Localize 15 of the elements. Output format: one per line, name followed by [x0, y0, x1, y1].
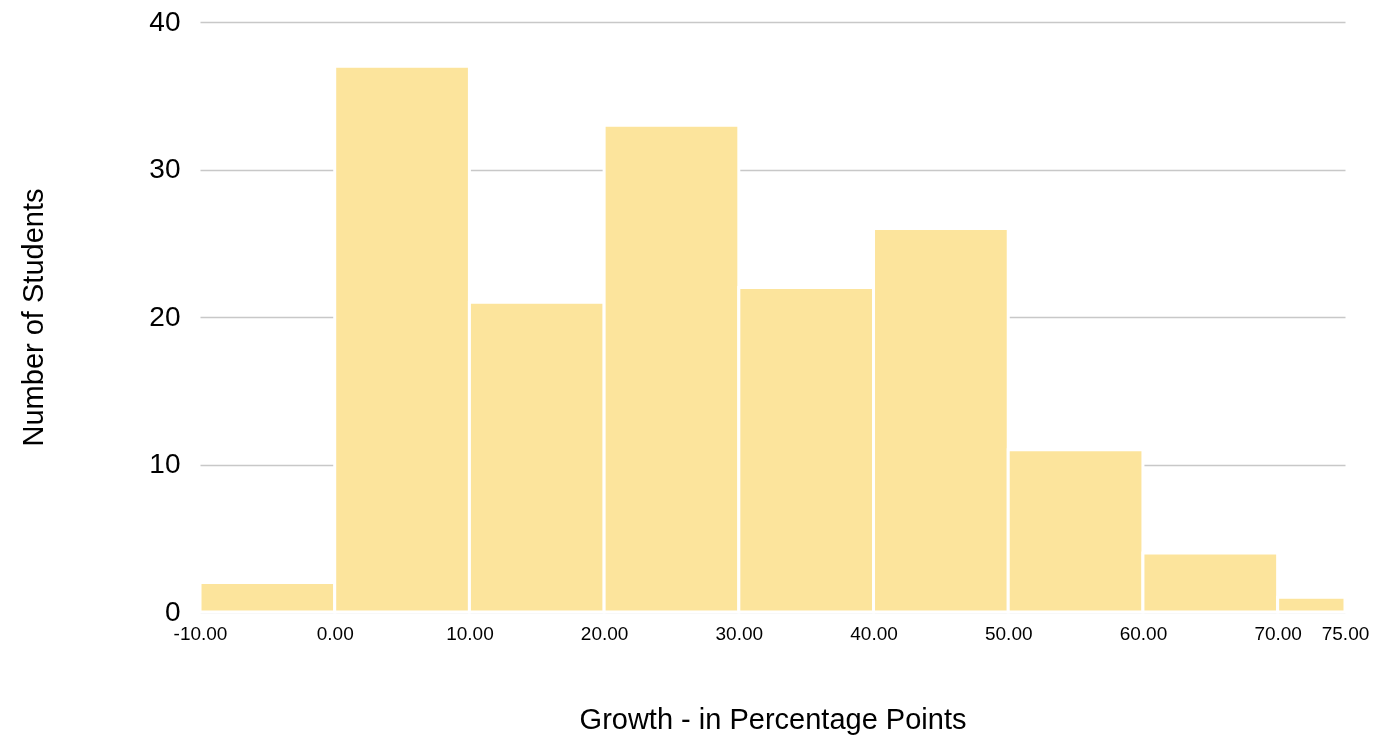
x-tick-label: 10.00 [446, 622, 494, 644]
x-tick-label: 75.00 [1321, 622, 1370, 644]
y-tick-label: 30 [149, 153, 181, 184]
y-tick-label: 10 [149, 448, 181, 479]
y-tick-label: 20 [149, 300, 181, 332]
x-tick-label: 40.00 [850, 622, 898, 644]
x-axis-title: Growth - in Percentage Points [579, 702, 967, 735]
x-tick-label: 60.00 [1119, 622, 1168, 644]
x-tick-label: 30.00 [715, 622, 764, 644]
y-tick-label: 40 [149, 5, 181, 37]
y-axis-title: Number of Students [17, 188, 50, 447]
x-tick-label: 20.00 [580, 622, 629, 644]
x-tick-label: 70.00 [1254, 622, 1302, 644]
x-tick-label: 0.00 [316, 622, 354, 644]
x-tick-label: 50.00 [984, 622, 1033, 644]
